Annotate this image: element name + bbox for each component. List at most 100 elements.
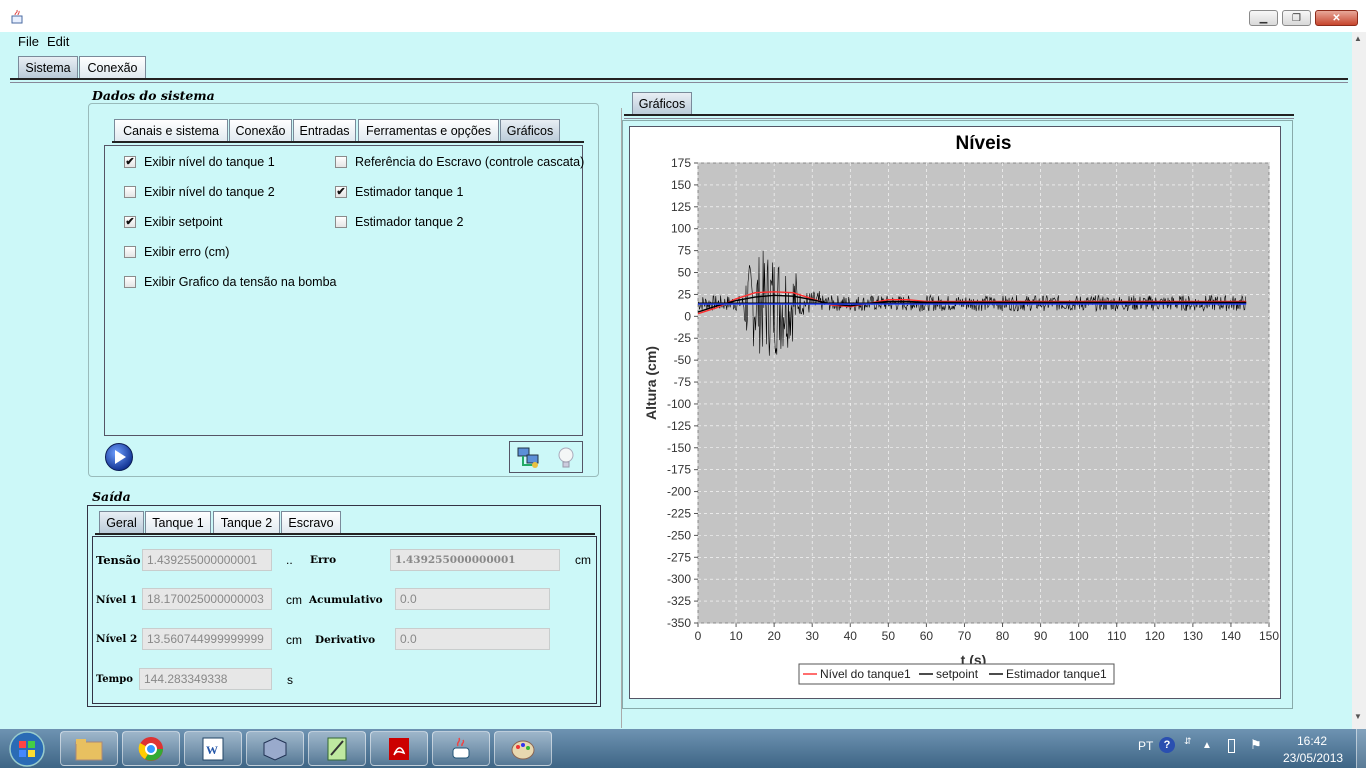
tab-conexao[interactable]: Conexão <box>79 56 146 78</box>
checkbox-estimador-tanque2[interactable] <box>335 216 347 228</box>
taskbar-acrobat[interactable] <box>370 731 428 766</box>
play-icon <box>105 443 133 471</box>
tools-box <box>509 441 583 473</box>
tempo-label: Tempo <box>96 674 133 685</box>
maximize-button[interactable]: ❐ <box>1282 10 1311 26</box>
y-tick-label: 0 <box>684 309 691 323</box>
check-icon: ✔ <box>336 185 346 198</box>
tab-tanque2[interactable]: Tanque 2 <box>213 511 280 534</box>
network-icon <box>517 447 539 468</box>
scroll-up-icon: ▲ <box>1354 34 1362 43</box>
clock-time[interactable]: 16:42 <box>1297 734 1328 748</box>
x-tick-label: 150 <box>1259 629 1279 643</box>
tab-conexao-inner[interactable]: Conexão <box>229 119 292 142</box>
saida-group <box>87 505 601 707</box>
language-indicator[interactable]: PT <box>1138 739 1154 753</box>
checkbox-nivel-tanque1[interactable]: ✔ <box>124 156 136 168</box>
geral-panel <box>92 536 597 704</box>
y-tick-label: 25 <box>678 287 692 301</box>
checkbox-label: Referência do Escravo (controle cascata) <box>355 155 585 169</box>
action-center-flag-icon[interactable]: ⚑ <box>1250 737 1262 752</box>
taskbar <box>0 729 1366 768</box>
tensao-label: Tensão <box>96 553 141 567</box>
tensao-field[interactable]: 1.439255000000001 <box>142 549 272 571</box>
show-hidden-icons[interactable]: ▲ <box>1202 740 1212 751</box>
panel-divider <box>621 108 622 728</box>
acumulativo-field[interactable]: 0.0 <box>395 588 550 610</box>
taskbar-java[interactable] <box>432 731 490 766</box>
vertical-scrollbar[interactable]: ▲ ▼ <box>1352 32 1366 729</box>
series-line <box>697 291 1247 315</box>
y-tick-label: 150 <box>671 178 691 192</box>
tempo-field[interactable]: 144.283349338 <box>139 668 272 690</box>
tab-graficos[interactable]: Gráficos <box>632 92 692 115</box>
chrome-icon <box>138 736 163 761</box>
tab-ferramentas[interactable]: Ferramentas e opções <box>358 119 499 142</box>
tab-tanque1[interactable]: Tanque 1 <box>145 511 211 534</box>
erro-field[interactable]: 1.439255000000001 <box>390 549 560 571</box>
x-tick-label: 40 <box>844 629 858 643</box>
graficos-panel <box>622 120 1293 709</box>
tab-escravo[interactable]: Escravo <box>281 511 341 534</box>
taskbar-virtualbox[interactable] <box>246 731 304 766</box>
bulb-button[interactable] <box>555 445 577 471</box>
y-axis-label: Altura (cm) <box>643 346 659 420</box>
taskbar-notepad[interactable] <box>308 731 366 766</box>
legend-box <box>798 663 1115 685</box>
legend-label: Estimador tanque1 <box>1006 667 1107 681</box>
x-tick-label: 50 <box>882 629 896 643</box>
y-tick-label: 75 <box>678 244 692 258</box>
nivel1-unit: cm <box>286 593 302 607</box>
erro-unit: cm <box>575 553 591 567</box>
x-tick-label: 130 <box>1183 629 1203 643</box>
virtualbox-icon <box>263 736 287 761</box>
y-tick-label: 175 <box>671 156 691 170</box>
series-line <box>697 294 1247 313</box>
taskbar-word[interactable]: W <box>184 731 242 766</box>
checkbox-erro[interactable] <box>124 246 136 258</box>
scroll-down-icon: ▼ <box>1354 712 1362 721</box>
x-tick-label: 140 <box>1221 629 1241 643</box>
start-button[interactable] <box>4 729 50 768</box>
tab-sistema[interactable]: Sistema <box>18 56 78 78</box>
tab-geral[interactable]: Geral <box>99 511 144 534</box>
show-desktop-button[interactable] <box>1356 729 1366 768</box>
y-tick-label: -275 <box>667 550 691 564</box>
java-icon <box>452 737 470 758</box>
taskbar-chrome[interactable] <box>122 731 180 766</box>
tab-canais-sistema[interactable]: Canais e sistema <box>114 119 228 142</box>
x-tick-label: 120 <box>1145 629 1165 643</box>
play-button[interactable] <box>104 442 134 472</box>
checkbox-nivel-tanque2[interactable] <box>124 186 136 198</box>
java-app-icon <box>9 9 25 25</box>
word-icon: W <box>202 737 224 760</box>
help-icon[interactable]: ? <box>1159 737 1175 753</box>
close-button[interactable]: ✕ <box>1315 10 1358 26</box>
chart-container: Níveis 0 10 20 30 40 50 60 70 80 90 100 110 120 130 140… <box>629 126 1281 699</box>
tab-graficos-inner[interactable]: Gráficos <box>500 119 560 142</box>
checkbox-referencia-escravo[interactable] <box>335 156 347 168</box>
dados-tab-separator <box>112 141 584 143</box>
checkbox-label: Exibir Grafico da tensão na bomba <box>144 275 337 289</box>
checkbox-estimador-tanque1[interactable]: ✔ <box>335 186 347 198</box>
checkbox-setpoint[interactable]: ✔ <box>124 216 136 228</box>
taskbar-explorer[interactable] <box>60 731 118 766</box>
nivel1-field[interactable]: 18.170025000000003 <box>142 588 272 610</box>
y-tick-label: -325 <box>667 594 691 608</box>
windows-start-icon <box>9 730 45 767</box>
menu-edit[interactable]: Edit <box>47 34 70 49</box>
derivativo-field[interactable]: 0.0 <box>395 628 550 650</box>
clock-date[interactable]: 23/05/2013 <box>1283 751 1344 765</box>
keyboard-icon[interactable]: ⇵ <box>1184 736 1192 746</box>
taskbar-paint[interactable] <box>494 731 552 766</box>
network-config-button[interactable] <box>515 445 541 471</box>
plot-area <box>697 162 1270 624</box>
minimize-button[interactable]: ▁ <box>1249 10 1278 26</box>
tab-entradas[interactable]: Entradas <box>293 119 356 142</box>
acrobat-icon <box>389 737 409 760</box>
battery-icon[interactable] <box>1228 739 1235 753</box>
derivativo-label: Derivativo <box>315 634 376 646</box>
checkbox-tensao-bomba[interactable] <box>124 276 136 288</box>
nivel2-field[interactable]: 13.560744999999999 <box>142 628 272 650</box>
menu-file[interactable]: File <box>18 34 39 49</box>
